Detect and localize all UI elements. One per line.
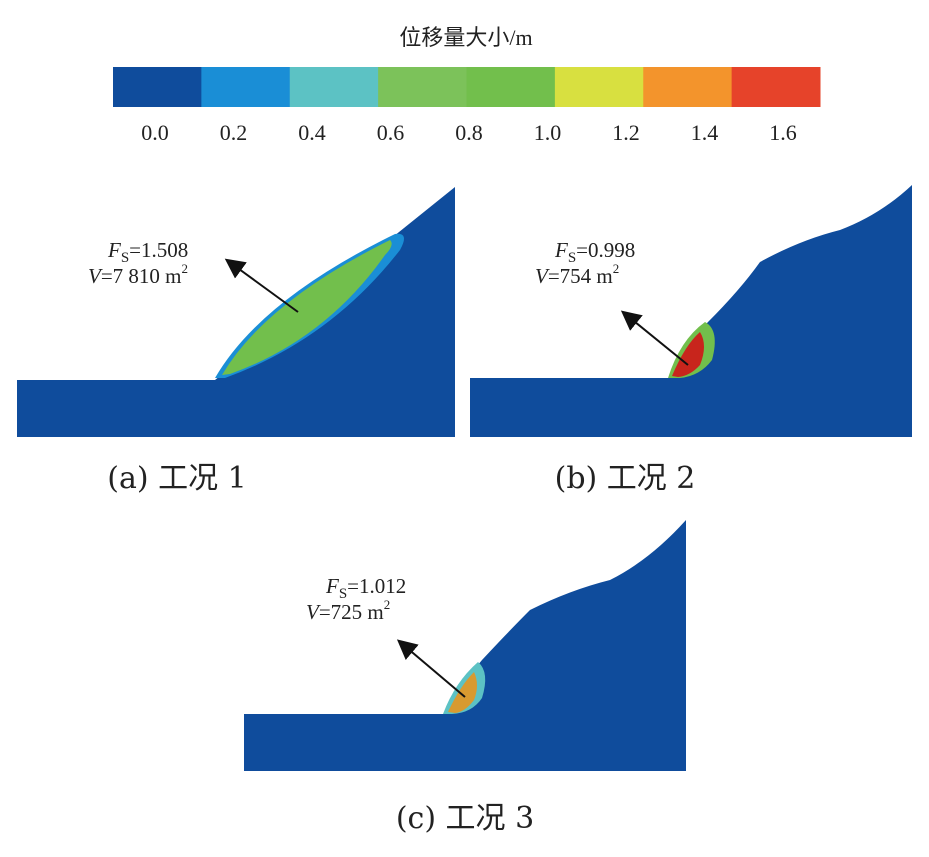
- volume-label: V=7 810 m2: [88, 261, 188, 288]
- fs-subscript: S: [568, 250, 576, 266]
- colorbar-tick-label: 0.2: [220, 120, 248, 145]
- fs-label: FS=1.012: [325, 574, 406, 603]
- volume-value: =754 m: [548, 264, 613, 288]
- colorbar-tick-label: 0.0: [141, 120, 169, 145]
- colorbar-tick-label: 1.0: [534, 120, 562, 145]
- panel-c: [244, 520, 686, 771]
- colorbar-title: 位移量大小/m: [399, 25, 532, 50]
- fs-value: =1.012: [347, 574, 406, 598]
- caption: (a) 工况 1: [107, 461, 246, 496]
- colorbar-segment: [466, 67, 556, 107]
- volume-superscript: 2: [384, 597, 391, 612]
- fs-value: =1.508: [129, 238, 188, 262]
- fs-value: =0.998: [576, 238, 635, 262]
- colorbar-tick-label: 0.4: [298, 120, 326, 145]
- colorbar: 0.0 0.2 0.4 0.6 0.8 1.0 1.2 1.4 1.6: [113, 67, 821, 145]
- colorbar-tick-label: 1.6: [769, 120, 797, 145]
- fs-subscript: S: [339, 586, 347, 602]
- fs-symbol: F: [554, 238, 568, 262]
- fs-label: FS=0.998: [554, 238, 635, 267]
- panel-b: [470, 185, 912, 437]
- colorbar-tick-label: 0.6: [377, 120, 405, 145]
- volume-label: V=754 m2: [535, 261, 619, 288]
- colorbar-segment: [113, 67, 202, 107]
- colorbar-segment: [378, 67, 467, 107]
- volume-value: =7 810 m: [101, 264, 182, 288]
- fs-symbol: F: [325, 574, 339, 598]
- colorbar-tick-label: 1.4: [691, 120, 719, 145]
- volume-symbol: V: [306, 600, 321, 624]
- caption: (c) 工况 3: [396, 801, 534, 836]
- volume-superscript: 2: [613, 261, 620, 276]
- fs-label: FS=1.508: [107, 238, 188, 267]
- fs-symbol: F: [107, 238, 121, 262]
- volume-symbol: V: [88, 264, 103, 288]
- colorbar-tick-label: 0.8: [455, 120, 483, 145]
- volume-value: =725 m: [319, 600, 384, 624]
- colorbar-segment: [643, 67, 733, 107]
- colorbar-segment: [731, 67, 821, 107]
- volume-symbol: V: [535, 264, 550, 288]
- colorbar-segment: [289, 67, 379, 107]
- volume-superscript: 2: [182, 261, 189, 276]
- colorbar-segment: [554, 67, 644, 107]
- volume-label: V=725 m2: [306, 597, 390, 624]
- colorbar-segment: [201, 67, 291, 107]
- caption: (b) 工况 2: [555, 461, 696, 496]
- panel-a: [17, 187, 455, 437]
- colorbar-tick-label: 1.2: [612, 120, 640, 145]
- fs-subscript: S: [121, 250, 129, 266]
